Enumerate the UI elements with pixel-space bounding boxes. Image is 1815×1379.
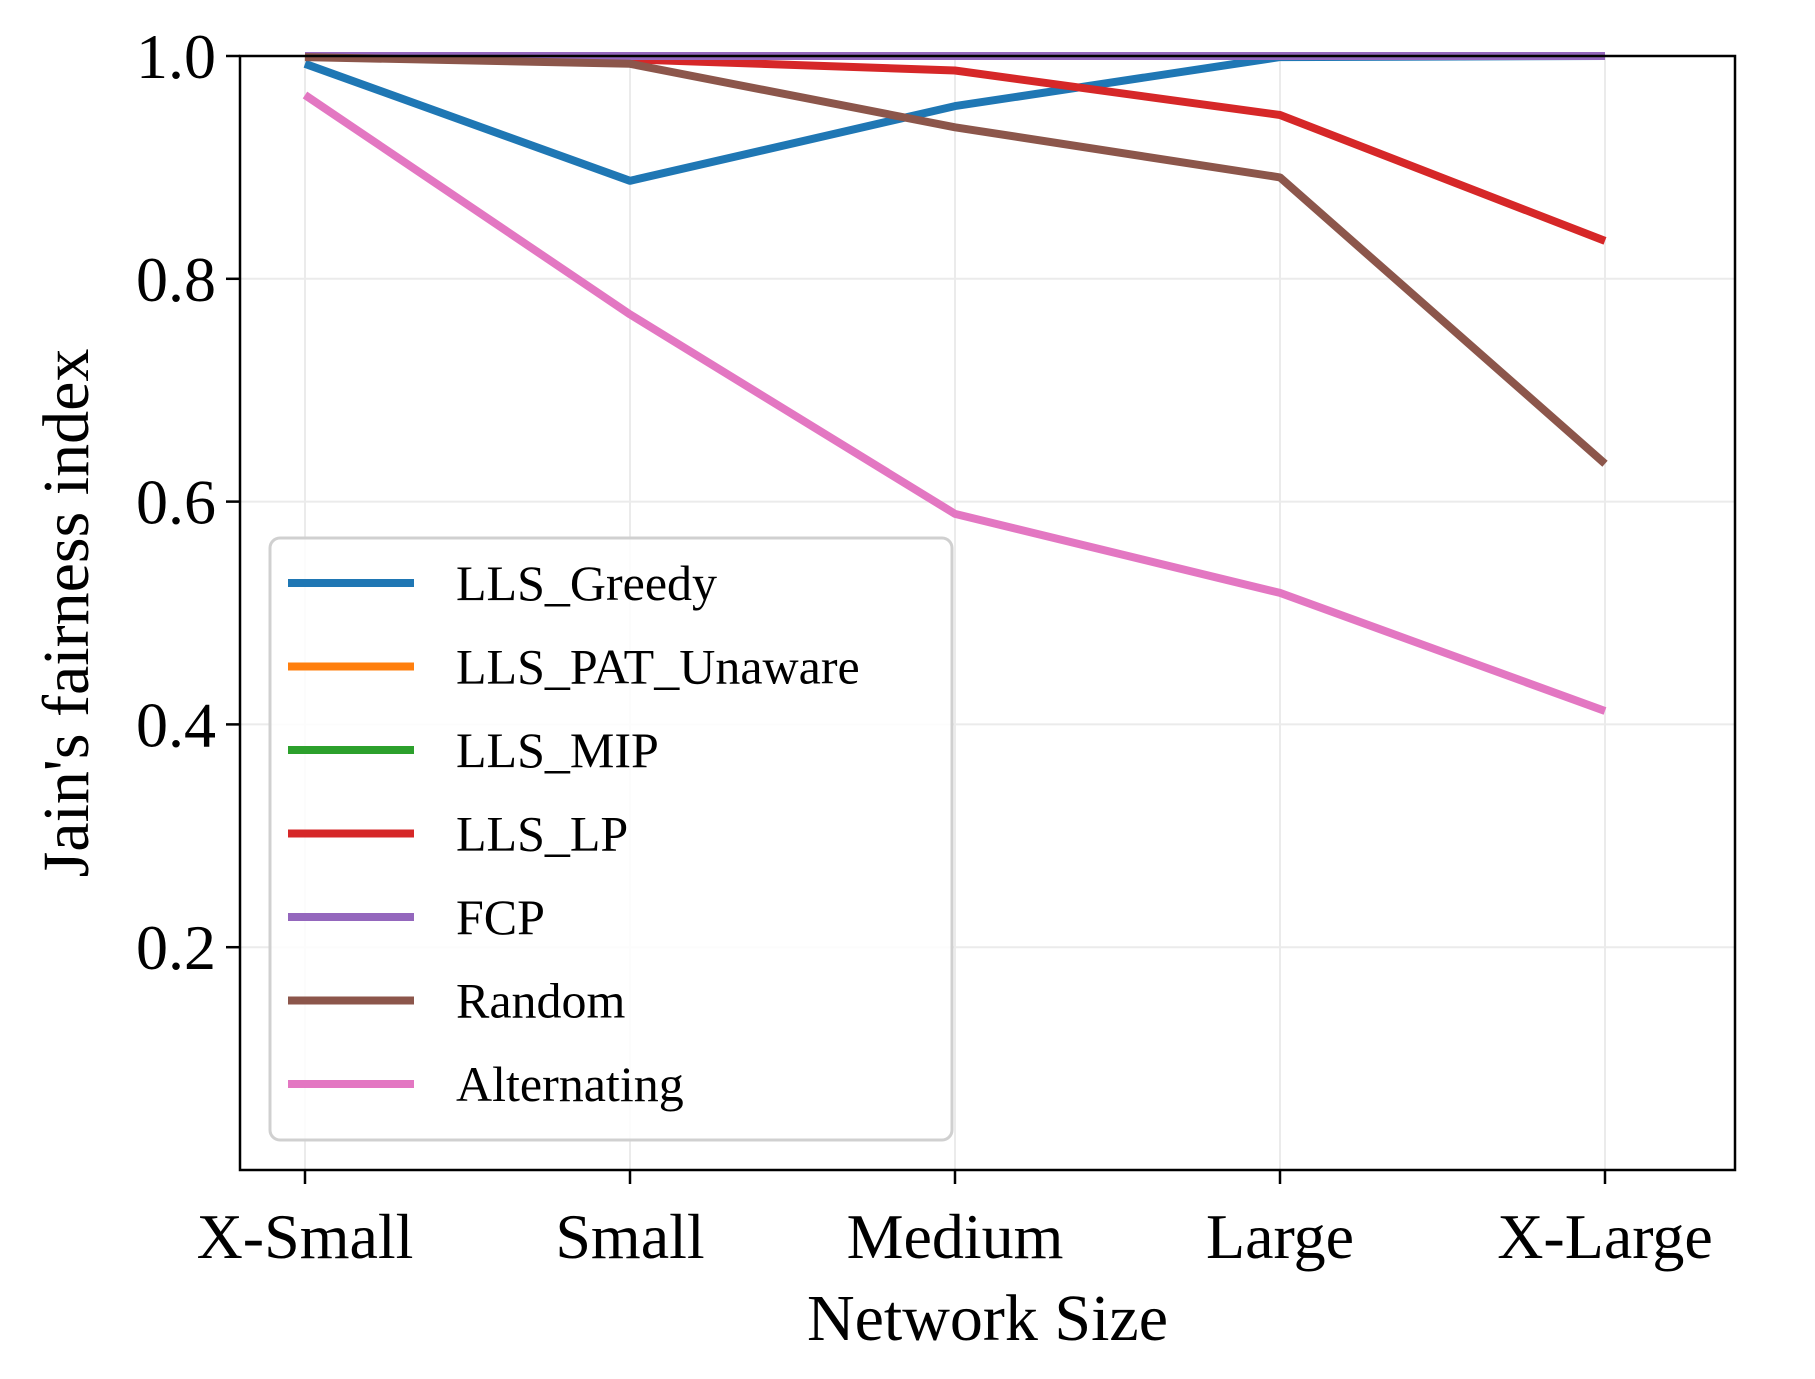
- legend-label: LLS_Greedy: [456, 555, 717, 611]
- legend-label: Alternating: [456, 1056, 684, 1112]
- x-axis-title: Network Size: [807, 1282, 1168, 1355]
- legend-label: LLS_LP: [456, 806, 628, 862]
- x-tick-label: Large: [1206, 1201, 1354, 1272]
- y-tick-label: 0.2: [136, 912, 216, 983]
- legend: LLS_Greedy LLS_PAT_Unaware LLS_MIP LLS_LP FC…: [268, 536, 954, 1142]
- y-axis-title: Jain's fairness index: [30, 349, 103, 878]
- plot-frame: [238, 54, 1737, 1172]
- legend-box: [268, 536, 954, 1142]
- legend-label: FCP: [456, 889, 545, 945]
- x-tick-label: Small: [555, 1201, 704, 1272]
- axis-ticks: X-Small Small Medium Large X-Large 0.2 0.4 0.6 0…: [136, 21, 1713, 1272]
- y-tick-label: 0.4: [136, 689, 216, 760]
- y-tick-label: 0.8: [136, 244, 216, 315]
- y-tick-label: 1.0: [136, 21, 216, 92]
- y-tick-label: 0.6: [136, 467, 216, 538]
- series-line-random: [304, 53, 1608, 467]
- series-line-alternating: [302, 91, 1607, 715]
- legend-label: LLS_MIP: [456, 722, 659, 778]
- x-tick-label: Medium: [847, 1201, 1064, 1272]
- x-tick-label: X-Small: [197, 1201, 414, 1272]
- x-tick-label: X-Large: [1497, 1201, 1713, 1272]
- legend-label: Random: [456, 973, 626, 1029]
- legend-label: LLS_PAT_Unaware: [456, 639, 860, 695]
